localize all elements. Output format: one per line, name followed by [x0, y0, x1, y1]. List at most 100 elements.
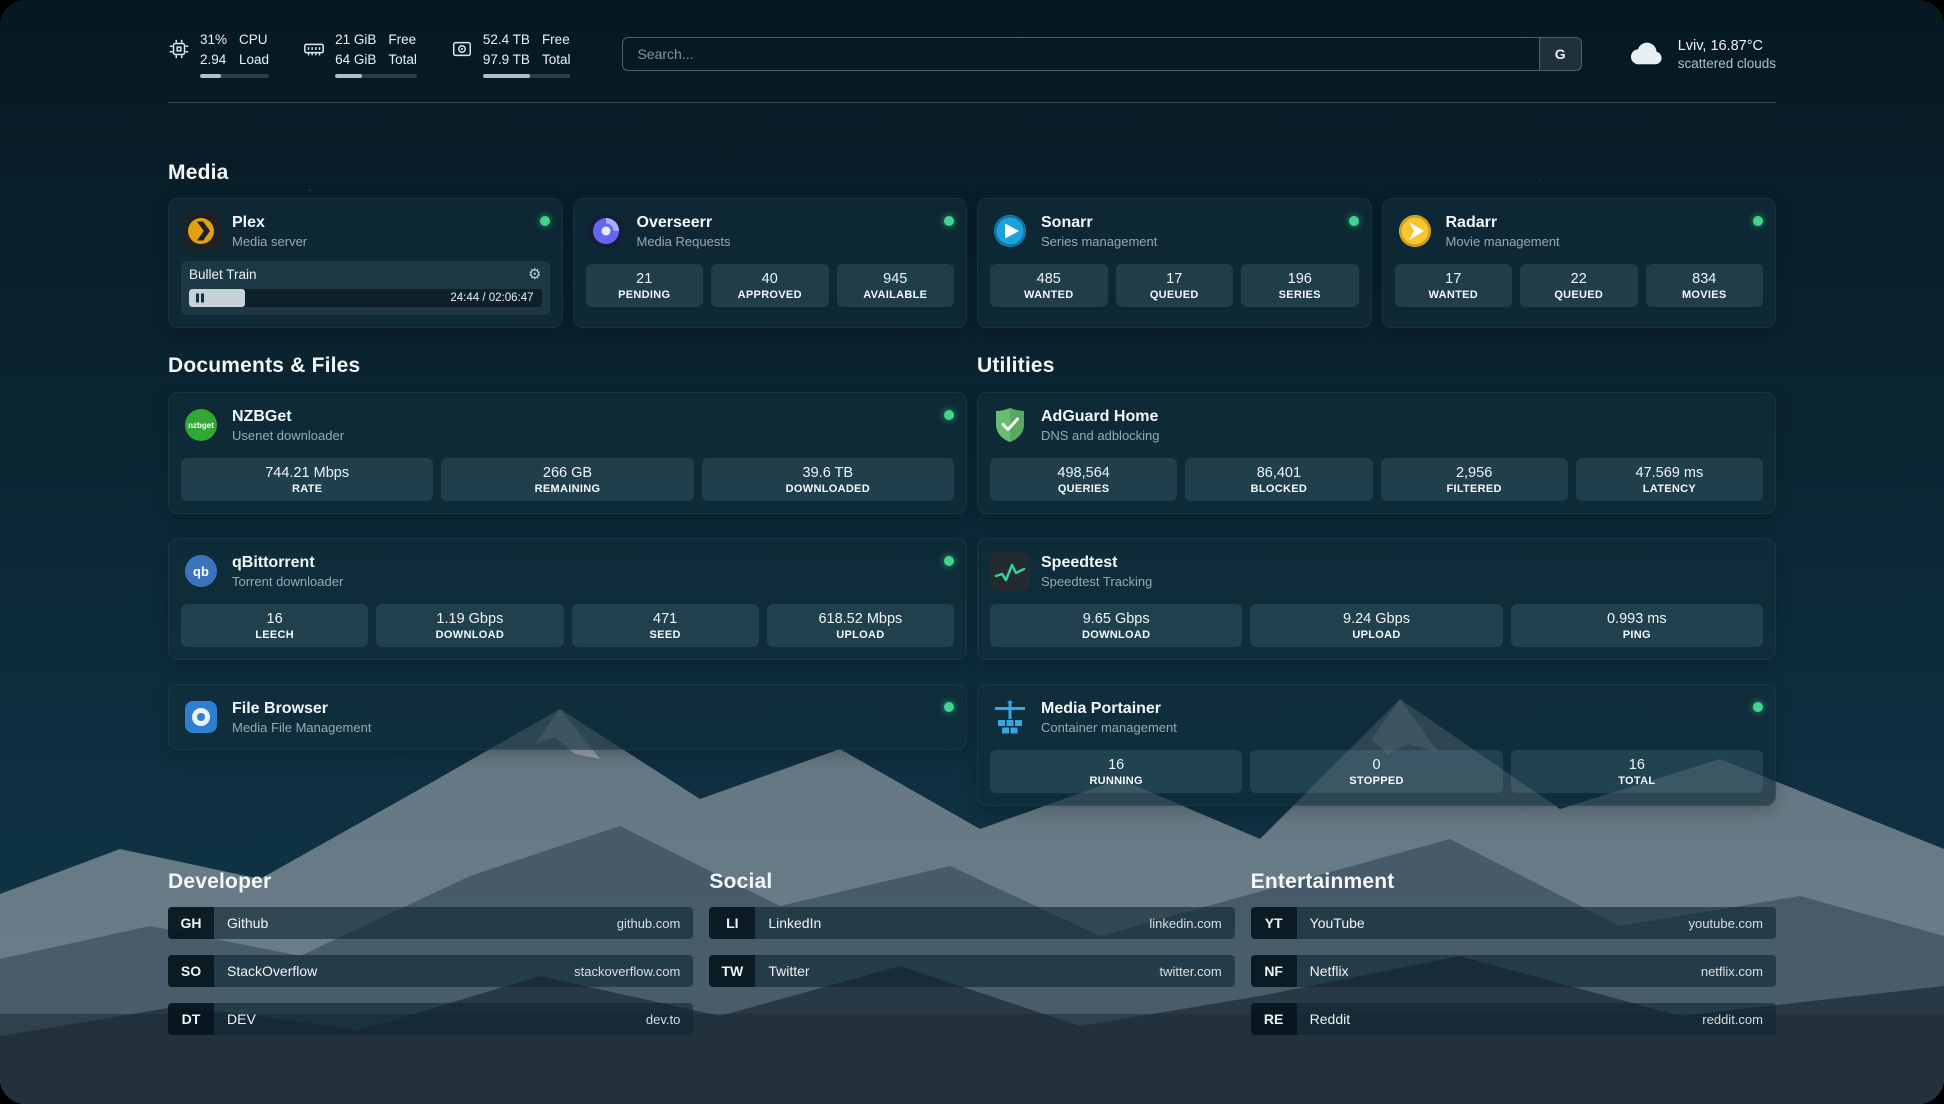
disk-progress-bar — [482, 74, 571, 79]
section-title-media: Media — [168, 161, 229, 185]
disk-free-label: Free — [541, 32, 570, 47]
app-card-overseerr[interactable]: Overseerr Media Requests 21 PENDING 40 A… — [572, 198, 967, 329]
app-card-speedtest[interactable]: Speedtest Speedtest Tracking 9.65 Gbps D… — [977, 538, 1776, 661]
app-card-radarr[interactable]: Radarr Movie management 17 WANTED 22 QUE… — [1381, 198, 1776, 329]
disk-total-label: Total — [541, 51, 571, 67]
qbittorrent-icon: qb — [181, 551, 221, 591]
speedtest-icon — [990, 551, 1030, 592]
app-card-plex[interactable]: Plex Media server Bullet Train ⚙ — [168, 198, 563, 329]
settings-gear-icon[interactable]: ⚙ — [528, 266, 542, 284]
cpu-load-label: Load — [239, 51, 270, 67]
app-name-nzbget: NZBGet — [232, 407, 292, 425]
cpu-metric-body: 31% 2.94 CPU Load — [200, 30, 270, 79]
bookmark-netflix[interactable]: NF Netflix netflix.com — [1250, 955, 1776, 988]
stat-approved: 40 APPROVED — [711, 264, 829, 308]
status-online-dot — [944, 410, 954, 421]
section-title-social: Social — [709, 870, 773, 894]
sonarr-icon — [990, 211, 1030, 251]
linkedin-badge-icon: LI — [709, 907, 756, 940]
filebrowser-icon — [181, 697, 221, 737]
netflix-badge-icon: NF — [1250, 955, 1297, 988]
app-subtitle-speedtest: Speedtest Tracking — [1041, 573, 1153, 589]
app-card-sonarr[interactable]: Sonarr Series management 485 WANTED 17 Q… — [977, 198, 1372, 329]
stat-wanted: 17 WANTED — [1394, 264, 1512, 308]
stat-wanted: 485 WANTED — [990, 264, 1108, 308]
ram-total: 64 GiB — [335, 51, 377, 67]
app-name-adguard: AdGuard Home — [1041, 407, 1159, 425]
app-subtitle-radarr: Movie management — [1445, 233, 1560, 249]
app-card-filebrowser[interactable]: File Browser Media File Management — [168, 684, 967, 751]
status-online-dot — [944, 216, 954, 227]
reddit-badge-icon: RE — [1250, 1003, 1297, 1036]
stackoverflow-badge-icon: SO — [168, 955, 214, 988]
stat-available: 945 AVAILABLE — [836, 264, 954, 308]
bookmark-reddit[interactable]: RE Reddit reddit.com — [1250, 1003, 1776, 1036]
weather-condition: scattered clouds — [1677, 55, 1776, 71]
section-title-entertainment: Entertainment — [1250, 870, 1395, 894]
disk-free: 52.4 TB — [482, 32, 530, 47]
app-card-nzbget[interactable]: nzbget NZBGet Usenet downloader 744.21 M… — [168, 392, 967, 515]
bookmark-twitter[interactable]: TW Twitter twitter.com — [709, 955, 1235, 988]
app-name-radarr: Radarr — [1445, 213, 1498, 231]
ram-icon — [303, 30, 325, 60]
svg-text:qb: qb — [193, 564, 209, 579]
adguard-icon — [990, 405, 1030, 445]
stat-stopped: 0 STOPPED — [1250, 750, 1503, 794]
app-subtitle-filebrowser: Media File Management — [232, 719, 372, 735]
stat-leech: 16 LEECH — [181, 604, 369, 648]
section-social: Social LI LinkedIn linkedin.com TW Twitt… — [709, 870, 1235, 1035]
app-name-portainer: Media Portainer — [1041, 699, 1162, 717]
app-name-filebrowser: File Browser — [232, 699, 329, 717]
section-entertainment: Entertainment YT YouTube youtube.com NF … — [1250, 870, 1776, 1036]
section-documents: Documents & Files nzbget NZBGet Usenet d… — [168, 354, 967, 806]
disk-total: 97.9 TB — [482, 51, 530, 67]
pause-icon[interactable] — [196, 293, 204, 303]
stat-running: 16 RUNNING — [990, 750, 1243, 794]
ram-free: 21 GiB — [335, 32, 377, 47]
cpu-icon — [168, 30, 190, 60]
app-name-qbittorrent: qBittorrent — [232, 553, 315, 571]
stat-upload: 618.52 Mbps UPLOAD — [766, 604, 954, 648]
bookmark-github[interactable]: GH Github github.com — [168, 907, 694, 940]
stat-downloaded: 39.6 TB DOWNLOADED — [701, 458, 954, 502]
stat-queries: 498,564 QUERIES — [990, 458, 1178, 502]
search-input[interactable] — [623, 38, 1539, 71]
ram-free-label: Free — [388, 32, 417, 47]
app-name-overseerr: Overseerr — [636, 213, 713, 231]
plex-icon — [181, 211, 221, 252]
status-online-dot — [1753, 702, 1763, 713]
search-engine-button[interactable]: G — [1538, 38, 1581, 71]
app-card-portainer[interactable]: Media Portainer Container management 16 … — [977, 684, 1776, 807]
app-subtitle-nzbget: Usenet downloader — [232, 427, 345, 443]
app-subtitle-portainer: Container management — [1041, 719, 1177, 735]
app-card-qbittorrent[interactable]: qb qBittorrent Torrent downloader 16 — [168, 538, 967, 661]
weather-widget: Lviv, 16.87°C scattered clouds — [1628, 35, 1776, 73]
weather-location: Lviv, 16.87°C — [1677, 37, 1764, 54]
stat-remaining: 266 GB REMAINING — [441, 458, 694, 502]
section-title-documents: Documents & Files — [168, 354, 361, 378]
bookmark-linkedin[interactable]: LI LinkedIn linkedin.com — [709, 907, 1235, 940]
disk-metric: 52.4 TB 97.9 TB Free Total — [451, 30, 571, 79]
disk-icon — [451, 30, 473, 60]
app-card-adguard[interactable]: AdGuard Home DNS and adblocking 498,564 … — [977, 392, 1776, 515]
bookmark-youtube[interactable]: YT YouTube youtube.com — [1250, 907, 1776, 940]
cloud-icon — [1628, 35, 1666, 73]
plex-now-playing: Bullet Train ⚙ 24:44 / 02:06:47 — [181, 261, 550, 316]
stat-latency: 47.569 ms LATENCY — [1575, 458, 1763, 502]
bookmark-dev[interactable]: DT DEV dev.to — [168, 1003, 694, 1036]
cpu-label: CPU — [239, 32, 268, 47]
search-bar[interactable]: G — [622, 37, 1582, 72]
stat-ping: 0.993 ms PING — [1510, 604, 1763, 648]
bookmark-stackoverflow[interactable]: SO StackOverflow stackoverflow.com — [168, 955, 694, 988]
top-bar: 31% 2.94 CPU Load — [168, 30, 1776, 79]
stat-movies: 834 MOVIES — [1645, 264, 1763, 308]
section-title-developer: Developer — [168, 870, 272, 894]
status-online-dot — [1753, 216, 1763, 227]
cpu-metric: 31% 2.94 CPU Load — [168, 30, 270, 79]
ram-total-label: Total — [388, 51, 417, 67]
app-name-speedtest: Speedtest — [1041, 553, 1118, 571]
svg-text:nzbget: nzbget — [188, 421, 214, 430]
stat-pending: 21 PENDING — [585, 264, 703, 308]
playback-progress-bar[interactable]: 24:44 / 02:06:47 — [189, 289, 542, 308]
